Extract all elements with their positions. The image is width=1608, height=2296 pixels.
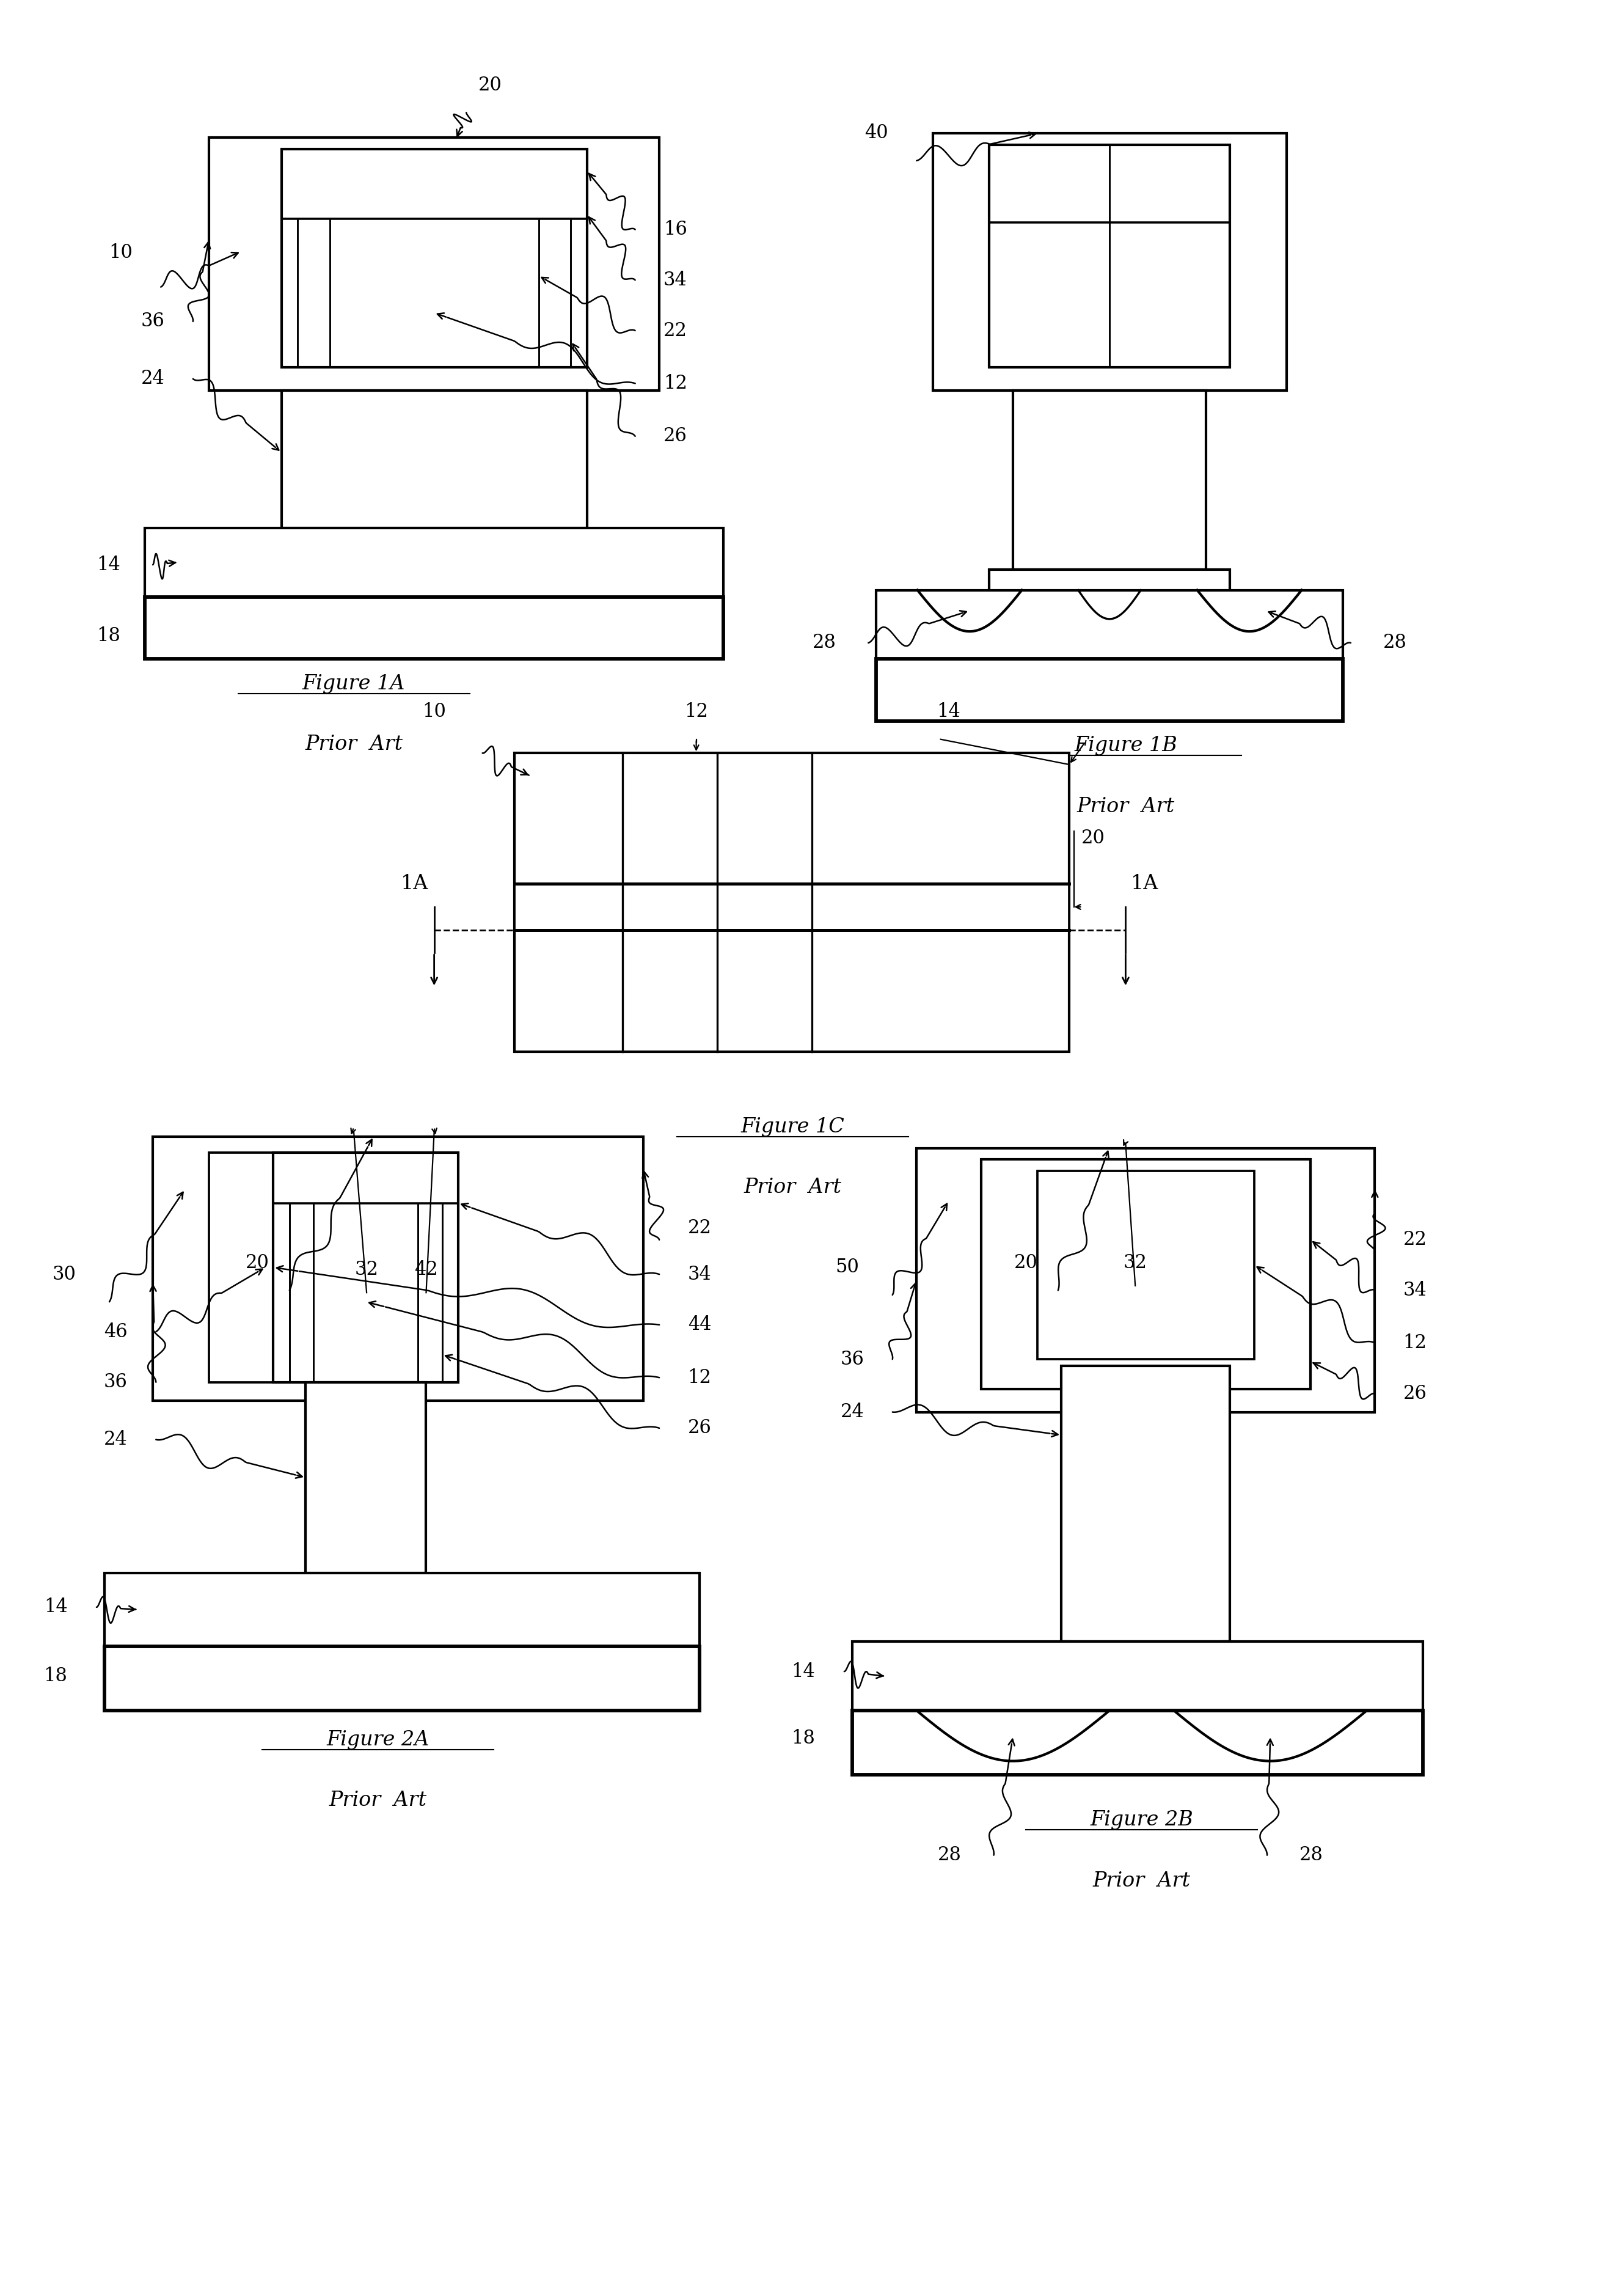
Text: 24: 24 [841,1403,863,1421]
Bar [1013,390,1206,569]
Text: 28: 28 [1383,634,1407,652]
Text: 24: 24 [142,370,164,388]
Text: 12: 12 [664,374,687,393]
Text: 46: 46 [105,1322,127,1341]
Text: 26: 26 [664,427,687,445]
Text: 50: 50 [836,1258,859,1277]
Text: 40: 40 [865,124,888,142]
Bar [209,1153,322,1382]
Text: 18: 18 [791,1729,815,1747]
Text: Prior  Art: Prior Art [1093,1871,1190,1892]
Bar [917,1148,1375,1412]
Bar [989,569,1230,620]
Text: 32: 32 [355,1261,378,1279]
Bar [105,1573,699,1646]
Text: Prior  Art: Prior Art [330,1791,426,1812]
Text: 18: 18 [96,627,121,645]
Bar [306,1382,426,1573]
Text: 30: 30 [53,1265,76,1283]
Text: 10: 10 [423,703,445,721]
Bar [145,597,724,659]
Text: 22: 22 [664,321,687,340]
Text: 12: 12 [1404,1334,1426,1352]
Bar [105,1646,699,1711]
Text: 34: 34 [1404,1281,1426,1300]
Text: 32: 32 [1124,1254,1147,1272]
Text: Prior  Art: Prior Art [1077,797,1174,817]
Bar [153,1137,643,1401]
Text: 14: 14 [937,703,960,721]
Text: Figure 1A: Figure 1A [302,673,405,693]
Text: 20: 20 [479,76,502,94]
Bar [1037,1171,1254,1359]
Text: 36: 36 [142,312,164,331]
Bar [515,753,1069,1052]
Text: 20: 20 [1082,829,1105,847]
Text: 1A: 1A [400,875,429,893]
Bar [852,1711,1423,1775]
Text: 18: 18 [43,1667,68,1685]
Bar [515,884,1069,930]
Text: Prior  Art: Prior Art [306,735,402,755]
Text: 22: 22 [1404,1231,1426,1249]
Text: 42: 42 [415,1261,437,1279]
Text: 26: 26 [1404,1384,1426,1403]
Text: 36: 36 [105,1373,127,1391]
Text: 24: 24 [105,1430,127,1449]
Bar [981,1159,1311,1389]
Text: 10: 10 [109,243,132,262]
Text: 12: 12 [688,1368,711,1387]
Bar [273,1153,458,1382]
Bar [852,1642,1423,1711]
Text: 16: 16 [664,220,687,239]
Text: 44: 44 [688,1316,711,1334]
Text: 36: 36 [841,1350,863,1368]
Text: 14: 14 [791,1662,815,1681]
Text: Figure 1C: Figure 1C [741,1116,844,1137]
Bar [145,528,724,597]
Text: 26: 26 [688,1419,711,1437]
Bar [876,590,1343,659]
Bar [281,390,587,528]
Text: Figure 2B: Figure 2B [1090,1809,1193,1830]
Text: 34: 34 [688,1265,711,1283]
Text: 34: 34 [664,271,687,289]
Text: 1A: 1A [1130,875,1159,893]
Text: 12: 12 [685,703,708,721]
Text: 28: 28 [812,634,836,652]
Text: Figure 1B: Figure 1B [1074,735,1177,755]
Bar [281,149,587,367]
Text: 20: 20 [1015,1254,1037,1272]
Bar [933,133,1286,390]
Text: 14: 14 [96,556,121,574]
Bar [989,145,1230,367]
Text: 28: 28 [937,1846,962,1864]
Text: Prior  Art: Prior Art [745,1178,841,1199]
Bar [1061,1366,1230,1642]
Text: 28: 28 [1299,1846,1323,1864]
Bar [876,659,1343,721]
Bar [209,138,659,390]
Text: Figure 2A: Figure 2A [326,1729,429,1750]
Text: 14: 14 [43,1598,68,1616]
Text: 22: 22 [688,1219,711,1238]
Text: 20: 20 [246,1254,269,1272]
